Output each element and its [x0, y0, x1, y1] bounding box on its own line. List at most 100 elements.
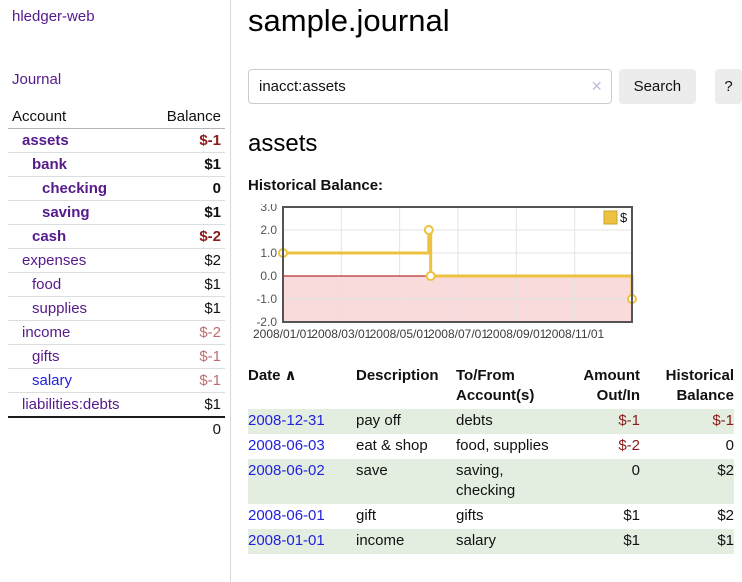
transaction-accounts: food, supplies	[456, 436, 549, 454]
account-link-cash[interactable]: cash	[32, 228, 67, 245]
svg-text:2008/09/01: 2008/09/01	[486, 327, 546, 341]
historical-balance-chart: 3.0 2.0 1.0 0.0 -1.0 -2.02008/01/012008/03/01…	[253, 204, 637, 341]
account-row: cash $-2	[8, 224, 225, 249]
transaction-date-link[interactable]: 2008-06-02	[248, 461, 325, 479]
accounts-table: Account Balance assets $-1 bank $1 check…	[8, 105, 225, 441]
svg-text:3.0: 3.0	[260, 204, 277, 214]
register-header-date[interactable]: Date ∧	[248, 366, 297, 384]
account-balance: $1	[149, 200, 225, 225]
account-link-salary[interactable]: salary	[32, 372, 73, 389]
account-balance: 0	[149, 176, 225, 201]
account-link-liabilities-debts[interactable]: liabilities:debts	[22, 396, 120, 413]
account-row: liabilities:debts $1	[8, 392, 225, 418]
account-link-income[interactable]: income	[22, 324, 71, 341]
register-header-balance: Historical Balance	[665, 366, 734, 404]
svg-text:-1.0: -1.0	[256, 292, 277, 306]
svg-text:2008/01/01: 2008/01/01	[253, 327, 313, 341]
transaction-amount: 0	[568, 458, 648, 504]
account-link-food[interactable]: food	[32, 276, 62, 293]
svg-text:2008/03/01: 2008/03/01	[311, 327, 371, 341]
sort-ascending-icon: ∧	[284, 366, 297, 384]
account-row: salary $-1	[8, 368, 225, 393]
account-balance: $-2	[149, 320, 225, 345]
register-row: 2008-06-02 save saving, checking 0 $2	[248, 458, 734, 504]
account-link-expenses[interactable]: expenses	[22, 252, 87, 269]
account-balance: $1	[149, 392, 225, 418]
account-balance: $-2	[149, 224, 225, 249]
account-row: assets $-1	[8, 128, 225, 153]
svg-text:$: $	[620, 210, 628, 225]
transaction-date-link[interactable]: 2008-06-01	[248, 506, 325, 524]
transaction-date-link[interactable]: 2008-06-03	[248, 436, 325, 454]
account-balance: $1	[149, 296, 225, 321]
account-row: food $1	[8, 272, 225, 297]
main-content: sample.journal ✕ Search ? assets Histori…	[232, 0, 742, 554]
register-row: 2008-12-31 pay off debts $-1 $-1	[248, 408, 734, 434]
account-balance: $-1	[149, 344, 225, 369]
search-input[interactable]	[248, 68, 612, 104]
transaction-amount: $-1	[568, 408, 648, 434]
transaction-description: save	[348, 458, 448, 504]
account-link-bank[interactable]: bank	[32, 156, 68, 173]
accounts-header-balance: Balance	[149, 105, 225, 129]
account-row: supplies $1	[8, 296, 225, 321]
account-balance: $-1	[149, 128, 225, 153]
register-row: 2008-06-03 eat & shop food, supplies $-2…	[248, 434, 734, 459]
svg-text:2.0: 2.0	[260, 223, 277, 237]
svg-text:2008/05/01: 2008/05/01	[370, 327, 430, 341]
svg-text:-2.0: -2.0	[256, 315, 277, 329]
search-input-wrap: ✕	[248, 68, 612, 104]
account-row: income $-2	[8, 320, 225, 345]
transaction-balance: $2	[648, 458, 734, 504]
account-balance: $1	[149, 272, 225, 297]
transaction-description: pay off	[348, 408, 448, 434]
svg-text:0.0: 0.0	[260, 269, 277, 283]
account-row: bank $1	[8, 152, 225, 177]
register-header-description: Description	[356, 366, 439, 384]
register-row: 2008-06-01 gift gifts $1 $2	[248, 504, 734, 529]
register-header-accounts: To/From Account(s)	[456, 366, 535, 404]
accounts-header-account: Account	[8, 105, 150, 129]
account-balance: $2	[149, 248, 225, 273]
register-row: 2008-01-01 income salary $1 $1	[248, 528, 734, 554]
help-button[interactable]: ?	[715, 68, 742, 104]
transaction-date-link[interactable]: 2008-01-01	[248, 531, 325, 549]
clear-search-icon[interactable]: ✕	[590, 77, 603, 94]
svg-text:1.0: 1.0	[260, 246, 277, 260]
account-link-saving[interactable]: saving	[42, 204, 90, 221]
transaction-date-link[interactable]: 2008-12-31	[248, 411, 325, 429]
chart-title: Historical Balance:	[248, 176, 384, 194]
account-balance: $-1	[149, 368, 225, 393]
account-row: expenses $2	[8, 248, 225, 273]
search-button[interactable]: Search	[618, 68, 697, 104]
account-link-gifts[interactable]: gifts	[32, 348, 60, 365]
sidebar: hledger-web Journal Account Balance asse…	[0, 0, 231, 582]
transaction-accounts: debts	[448, 408, 568, 434]
register-table: Date ∧ Description To/From Account(s) Amou…	[248, 364, 734, 554]
account-link-supplies[interactable]: supplies	[32, 300, 88, 317]
account-link-checking[interactable]: checking	[42, 180, 108, 197]
account-row: saving $1	[8, 200, 225, 225]
svg-text:2008/11/01: 2008/11/01	[545, 327, 604, 341]
register-header-row: Date ∧ Description To/From Account(s) Amou…	[248, 364, 734, 409]
transaction-amount: $1	[623, 506, 640, 524]
svg-text:2008/07/01: 2008/07/01	[428, 327, 488, 341]
account-link-assets[interactable]: assets	[22, 132, 69, 149]
accounts-total-row: 0	[8, 416, 225, 441]
transaction-amount: $-2	[618, 436, 640, 454]
accounts-total-balance: 0	[149, 416, 225, 441]
transaction-accounts: saving, checking	[448, 458, 568, 504]
app-brand-link[interactable]: hledger-web	[12, 8, 95, 25]
page-title: sample.journal	[248, 3, 450, 38]
transaction-amount: $1	[568, 528, 648, 554]
transaction-balance: $-1	[648, 408, 734, 434]
transaction-accounts: salary	[448, 528, 568, 554]
register-header-amount: Amount Out/In	[583, 366, 640, 404]
nav-journal-link[interactable]: Journal	[12, 71, 62, 88]
account-row: gifts $-1	[8, 344, 225, 369]
transaction-description: income	[348, 528, 448, 554]
transaction-balance: $1	[648, 528, 734, 554]
search-form: ✕ Search ?	[248, 68, 742, 104]
transaction-accounts: gifts	[456, 506, 484, 524]
